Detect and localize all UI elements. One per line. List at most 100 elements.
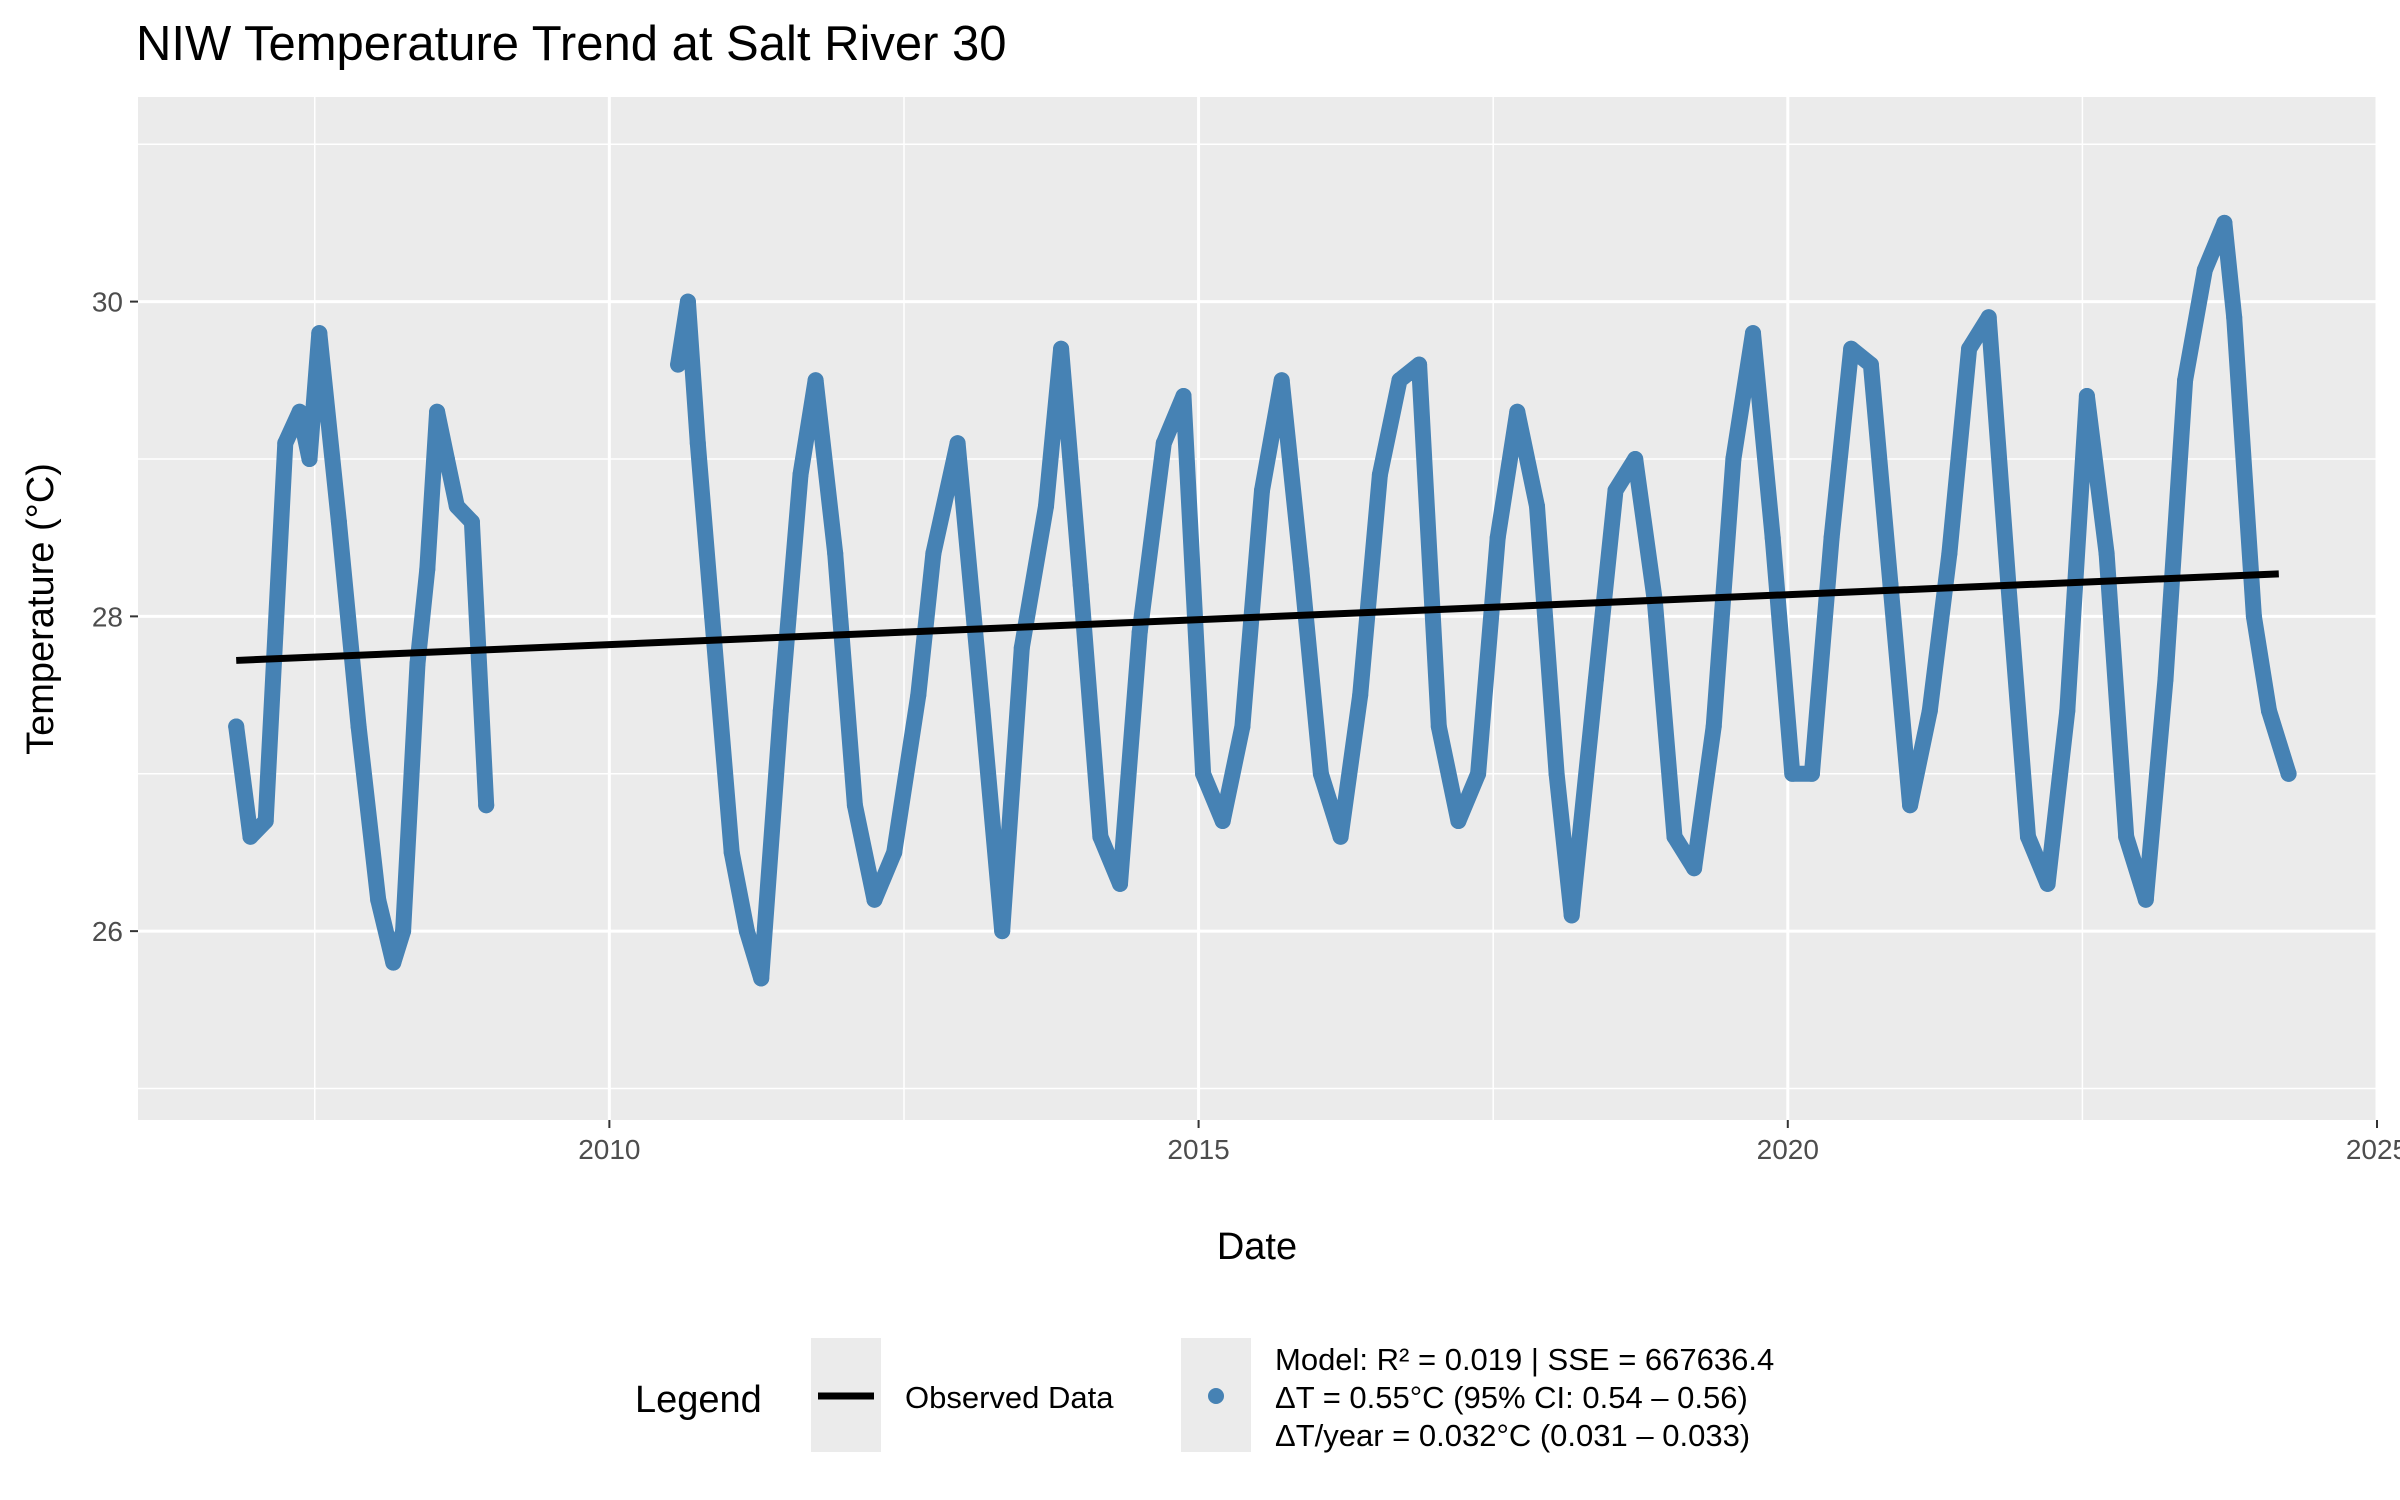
- y-tick-labels: 26 28 30: [92, 287, 123, 948]
- observed-data-point: [2118, 828, 2135, 845]
- observed-data-point: [753, 970, 770, 987]
- legend-label-model-1: Model: R² = 0.019 | SSE = 667636.4: [1275, 1342, 1774, 1377]
- observed-data-point: [1666, 828, 1683, 845]
- observed-data-point: [385, 954, 402, 971]
- axis-ticks: [130, 300, 2378, 1128]
- observed-data-point: [1961, 340, 1978, 357]
- observed-data-point: [1411, 356, 1428, 373]
- observed-data-point: [1509, 403, 1526, 420]
- x-tick-label: 2020: [1757, 1134, 1819, 1165]
- legend: Legend Observed Data Model: R² = 0.019 |…: [635, 1338, 1774, 1453]
- observed-data-point: [2059, 702, 2076, 719]
- observed-data-point: [1587, 671, 1604, 688]
- observed-data-point: [1013, 639, 1030, 656]
- observed-data-point: [866, 891, 883, 908]
- observed-data-point: [2039, 875, 2056, 892]
- observed-data-point: [1352, 687, 1369, 704]
- observed-data-point: [1607, 482, 1624, 499]
- observed-data-point: [1273, 372, 1290, 389]
- observed-data-point: [267, 624, 284, 641]
- observed-data-point: [925, 545, 942, 562]
- observed-data-point: [1293, 561, 1310, 578]
- observed-data-point: [370, 891, 387, 908]
- series-trend: [236, 570, 2279, 664]
- observed-data-point: [1195, 765, 1212, 782]
- observed-data-point: [2196, 262, 2213, 279]
- observed-data-point: [1823, 529, 1840, 546]
- observed-data-point: [242, 828, 259, 845]
- observed-data-point: [2157, 671, 2174, 688]
- observed-data-point: [429, 403, 446, 420]
- y-axis-title: Temperature (°C): [20, 463, 62, 755]
- observed-data-point: [291, 403, 308, 420]
- observed-data-point: [1092, 828, 1109, 845]
- observed-data-point: [1980, 309, 1997, 326]
- observed-data-point: [1391, 372, 1408, 389]
- observed-data-point: [438, 451, 455, 467]
- observed-data-point: [1902, 797, 1919, 814]
- observed-data-point: [1548, 765, 1565, 782]
- observed-data-point: [689, 435, 706, 452]
- observed-data-point: [994, 923, 1011, 940]
- observed-data-point: [1803, 765, 1820, 782]
- observed-data-point: [301, 451, 318, 467]
- observed-data-point: [949, 435, 966, 452]
- observed-data-point: [409, 655, 426, 672]
- x-tick-label: 2010: [578, 1134, 640, 1165]
- observed-data-point: [1563, 907, 1580, 924]
- trend-line: [236, 570, 2279, 664]
- observed-data-point: [1112, 875, 1128, 892]
- x-axis-title: Date: [1217, 1226, 1297, 1268]
- observed-data-line: [228, 325, 495, 971]
- observed-data-point: [2020, 828, 2036, 845]
- observed-data-point: [1705, 718, 1722, 735]
- observed-data-point: [1371, 466, 1388, 483]
- y-tick-label: 30: [92, 287, 123, 318]
- observed-data-point: [772, 702, 789, 719]
- observed-data-point: [1843, 340, 1860, 357]
- observed-data-point: [792, 466, 809, 483]
- observed-data-point: [1627, 451, 1644, 467]
- y-tick-label: 26: [92, 916, 123, 947]
- observed-data-point: [886, 844, 903, 861]
- observed-data-point: [738, 923, 755, 940]
- y-tick-label: 28: [92, 601, 123, 632]
- observed-data-point: [827, 545, 844, 562]
- observed-data-point: [846, 797, 863, 814]
- observed-data-point: [1686, 860, 1703, 877]
- x-tick-label: 2015: [1167, 1134, 1229, 1165]
- observed-data-point: [1155, 435, 1172, 452]
- observed-data-point: [1312, 765, 1329, 782]
- observed-data-point: [1725, 451, 1742, 467]
- observed-data-point: [1941, 545, 1958, 562]
- legend-key-point: [1208, 1388, 1224, 1404]
- observed-data-point: [1489, 529, 1506, 546]
- observed-data-point: [1764, 529, 1781, 546]
- observed-data-point: [395, 923, 412, 940]
- observed-data-point: [463, 513, 480, 530]
- observed-data-point: [1784, 765, 1801, 782]
- observed-data-point: [311, 325, 328, 342]
- observed-data-point: [1131, 624, 1148, 641]
- observed-data-point: [448, 498, 465, 515]
- x-tick-label: 2025: [2346, 1134, 2400, 1165]
- observed-data-point: [679, 293, 696, 310]
- observed-data-point: [1430, 718, 1447, 735]
- observed-data-point: [1053, 340, 1070, 357]
- legend-label-observed: Observed Data: [905, 1380, 1114, 1415]
- observed-data-point: [277, 435, 294, 452]
- observed-data-point: [910, 687, 927, 704]
- observed-data-point: [257, 813, 274, 829]
- observed-data-point: [1470, 765, 1487, 782]
- observed-data-point: [1745, 325, 1761, 342]
- observed-data-point: [723, 844, 740, 861]
- observed-data-point: [478, 797, 495, 814]
- observed-data-point: [1450, 813, 1467, 829]
- observed-data-point: [350, 718, 367, 735]
- observed-data-point: [2078, 388, 2095, 404]
- observed-data-point: [974, 702, 991, 719]
- observed-data-point: [1214, 813, 1231, 829]
- observed-data-point: [2245, 608, 2262, 625]
- observed-data-point: [2261, 702, 2277, 719]
- x-tick-labels: 2010 2015 2020 2025: [578, 1134, 2400, 1165]
